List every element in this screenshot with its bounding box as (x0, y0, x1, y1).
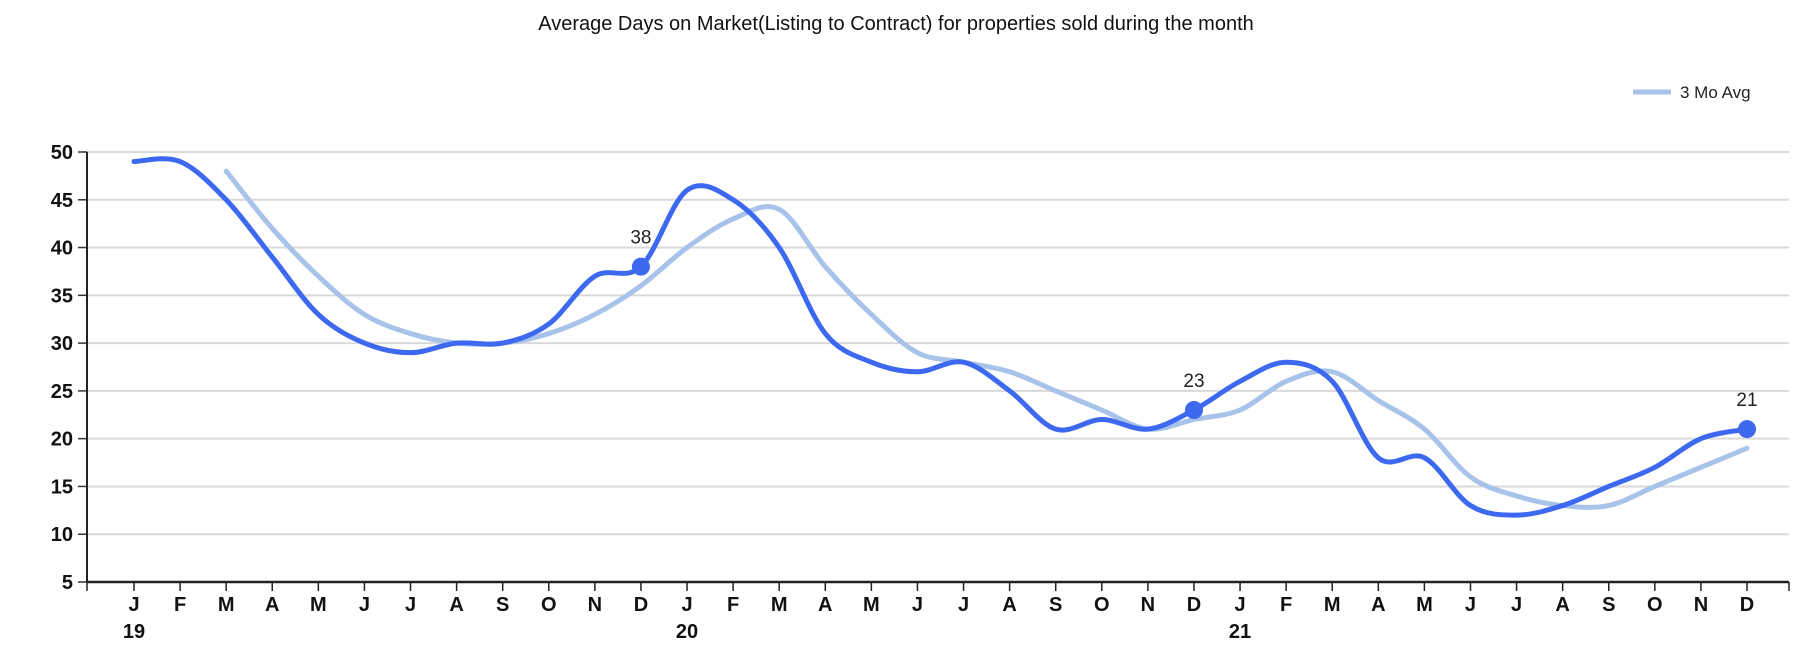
x-tick-label: N (1694, 594, 1708, 616)
x-tick-label: O (1094, 594, 1110, 616)
x-tick-label: A (265, 594, 279, 616)
x-tick-label: F (1280, 594, 1292, 616)
y-tick-label: 10 (51, 524, 73, 546)
x-tick-label: J (405, 594, 416, 616)
y-tick-label: 40 (51, 238, 73, 260)
legend-label-3-mo-avg: 3 Mo Avg (1680, 83, 1751, 102)
y-tick-label: 45 (51, 190, 73, 212)
x-tick-label: A (449, 594, 463, 616)
x-tick-label: J (1465, 594, 1476, 616)
x-tick-label: N (588, 594, 602, 616)
data-label: 23 (1183, 371, 1204, 392)
x-tick-label: A (1555, 594, 1569, 616)
data-point-marker (1738, 420, 1756, 439)
x-tick-label: J (1511, 594, 1522, 616)
x-tick-label: O (541, 594, 557, 616)
x-tick-label: J (681, 594, 692, 616)
x-tick-label: J (912, 594, 923, 616)
data-label: 21 (1736, 390, 1757, 411)
x-tick-label: D (1187, 594, 1201, 616)
x-tick-label: D (634, 594, 648, 616)
y-tick-label: 25 (51, 381, 73, 403)
x-tick-label: F (727, 594, 739, 616)
data-label: 38 (630, 228, 651, 249)
chart-title: Average Days on Market(Listing to Contra… (538, 13, 1254, 35)
y-tick-label: 5 (62, 572, 73, 594)
x-tick-label: A (1371, 594, 1385, 616)
x-tick-label: M (1416, 594, 1433, 616)
x-tick-label: J (128, 594, 139, 616)
year-label: 19 (123, 621, 145, 643)
y-tick-label: 20 (51, 429, 73, 451)
series-line-3-mo-avg (223, 168, 1750, 510)
x-tick-label: M (863, 594, 880, 616)
year-label: 20 (676, 621, 698, 643)
x-tick-label: N (1141, 594, 1155, 616)
data-point-marker (1184, 401, 1203, 419)
x-tick-label: O (1647, 594, 1663, 616)
x-tick-label: M (771, 594, 788, 616)
y-tick-label: 15 (51, 476, 73, 498)
x-tick-label: M (1324, 594, 1341, 616)
series-line-days-on-market (131, 156, 1750, 518)
x-tick-label: S (496, 594, 509, 616)
y-tick-label: 50 (51, 142, 73, 164)
data-point-marker (631, 257, 650, 276)
y-tick-label: 35 (51, 285, 73, 307)
x-tick-label: D (1740, 594, 1754, 616)
x-tick-label: A (1002, 594, 1016, 616)
x-tick-label: F (174, 594, 186, 616)
x-tick-label: A (818, 594, 832, 616)
x-tick-label: S (1602, 594, 1615, 616)
x-tick-label: M (218, 594, 235, 616)
legend: 3 Mo Avg (1633, 83, 1751, 102)
x-tick-label: J (359, 594, 370, 616)
y-tick-label: 30 (51, 333, 73, 355)
year-label: 21 (1229, 621, 1251, 643)
x-tick-label: J (1234, 594, 1245, 616)
x-tick-label: S (1049, 594, 1062, 616)
x-tick-label: M (310, 594, 327, 616)
x-tick-label: J (958, 594, 969, 616)
